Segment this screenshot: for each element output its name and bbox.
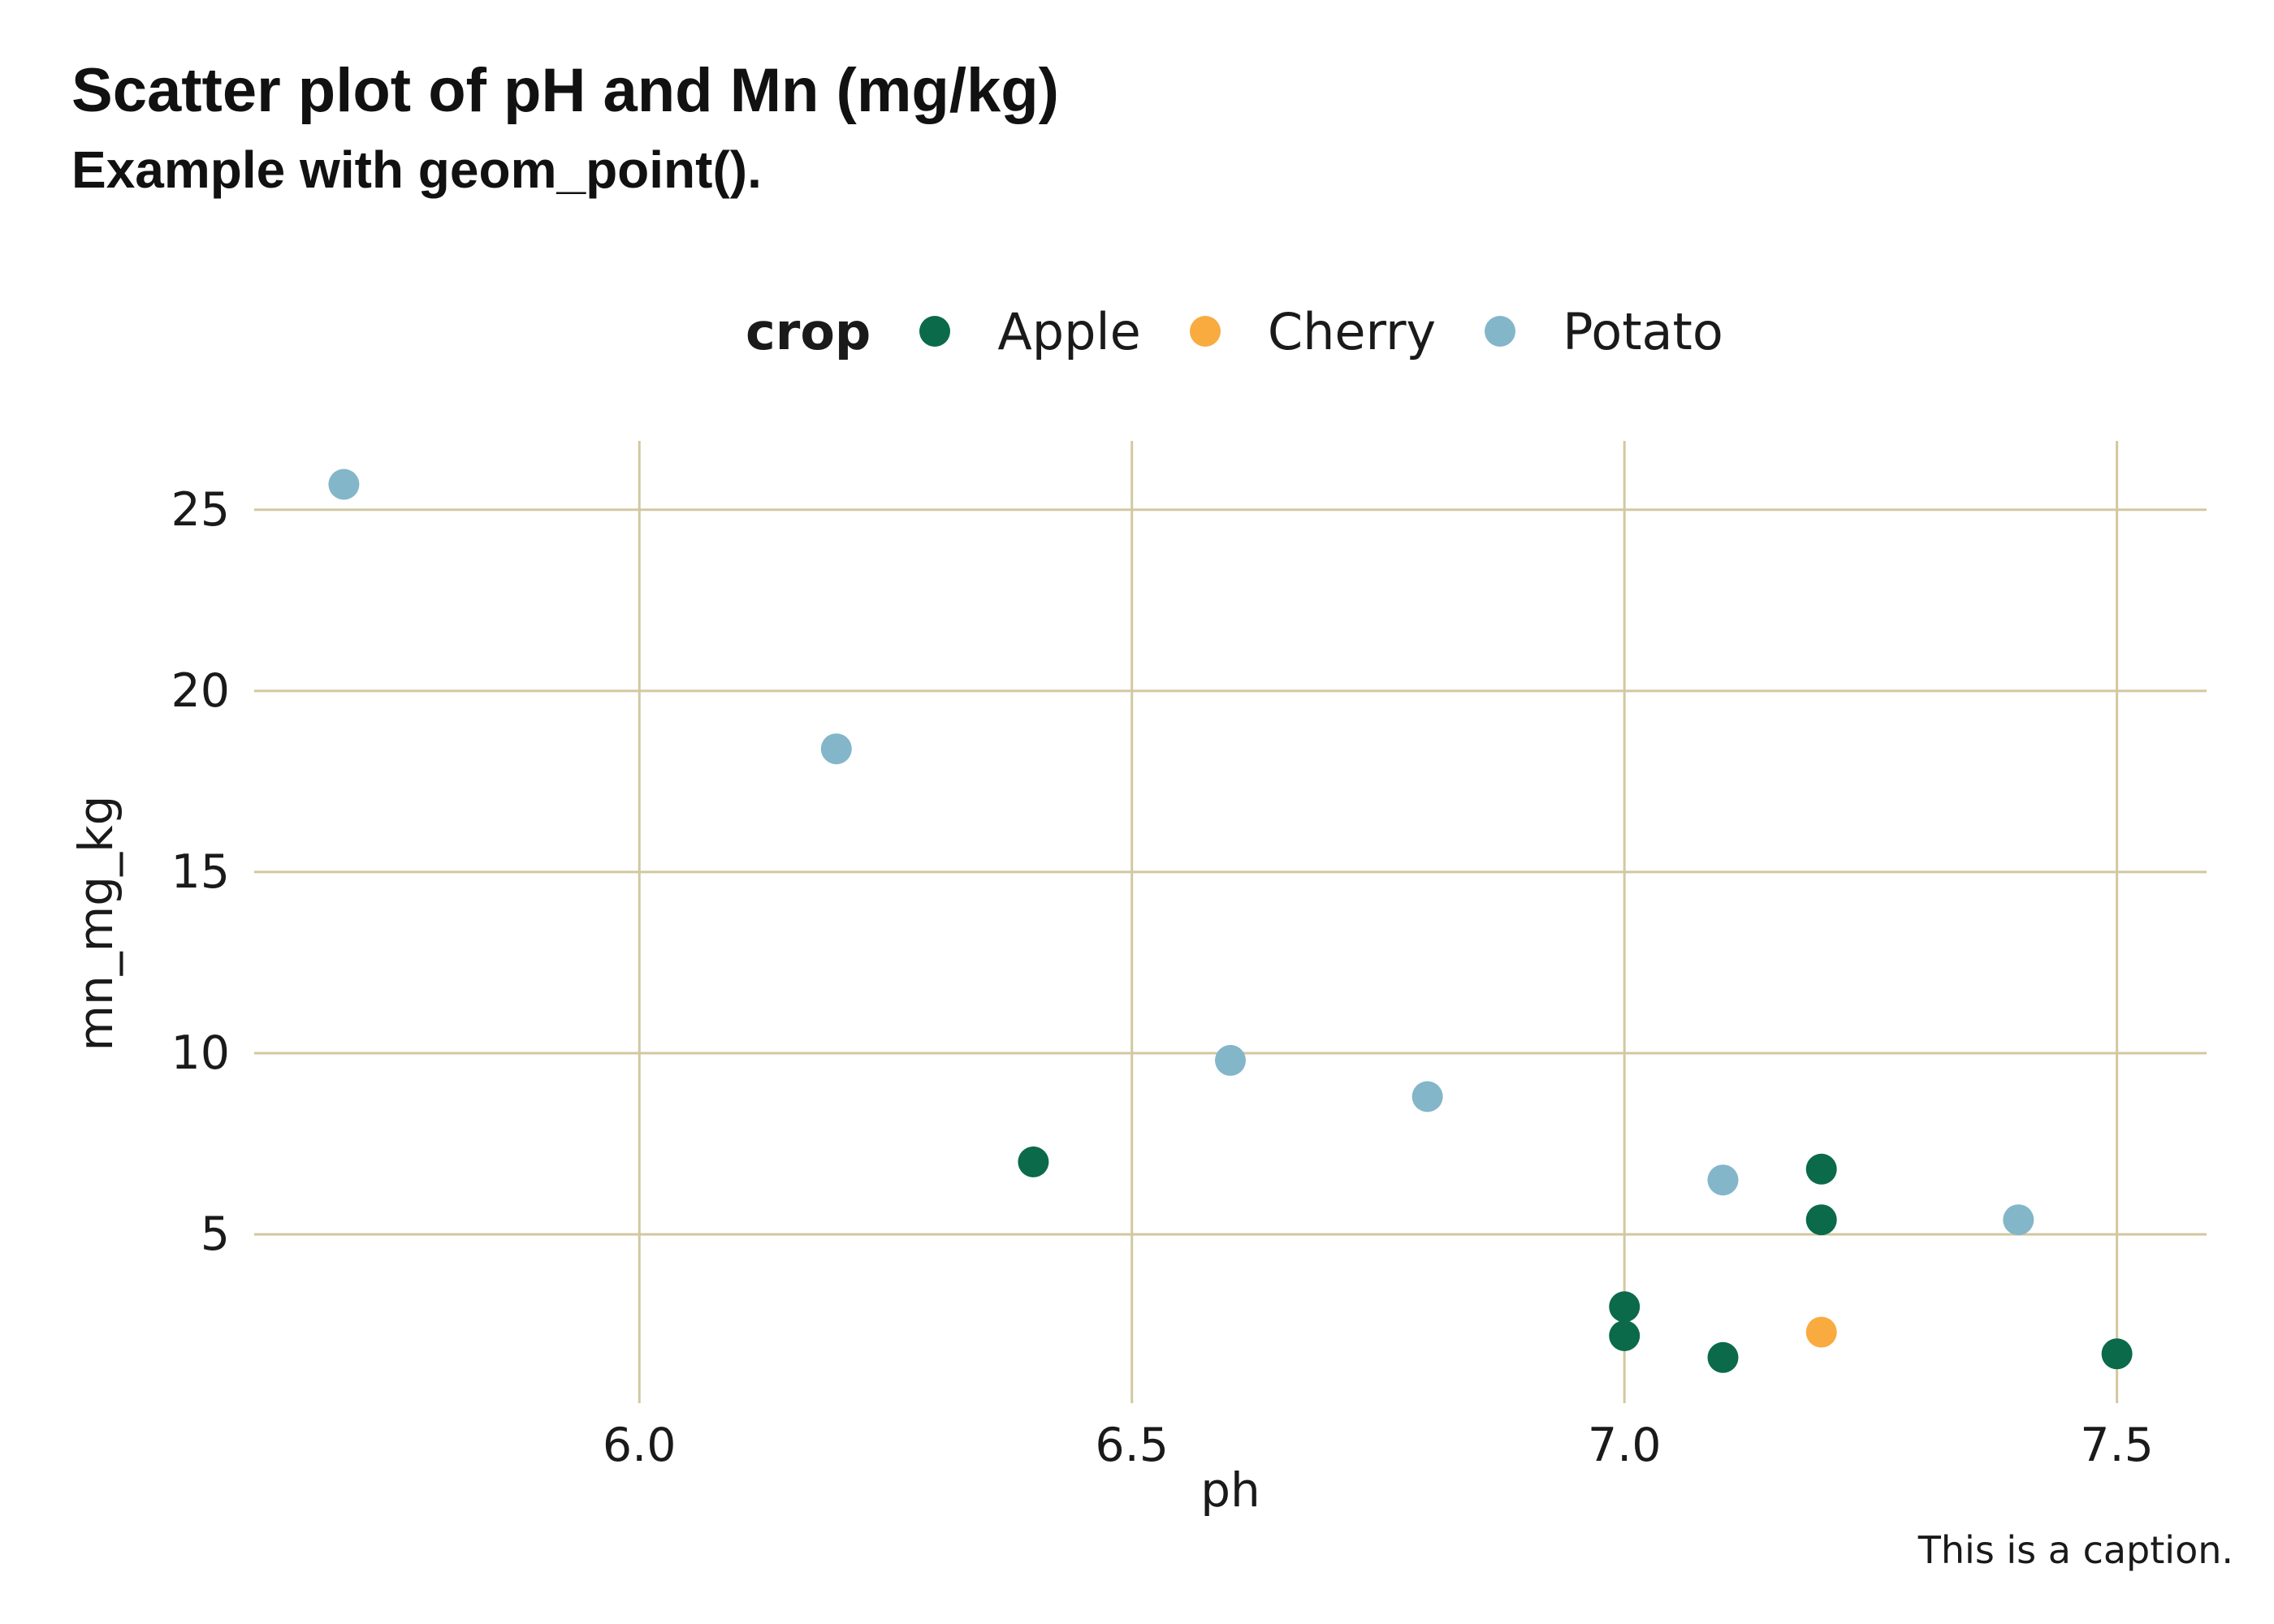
chart-title: Scatter plot of pH and Mn (mg/kg) bbox=[71, 56, 1059, 125]
legend-item-potato: Potato bbox=[1485, 302, 1723, 361]
legend: crop Apple Cherry Potato bbox=[746, 299, 1723, 364]
x-tick-label: 7.5 bbox=[2080, 1419, 2154, 1472]
data-point-potato bbox=[1707, 1164, 1739, 1196]
apple-legend-dot-icon bbox=[919, 316, 951, 347]
data-point-potato bbox=[820, 733, 852, 765]
chart-subtitle: Example with geom_point(). bbox=[71, 140, 762, 199]
data-point-apple bbox=[1609, 1320, 1641, 1351]
potato-legend-dot-icon bbox=[1485, 316, 1516, 347]
legend-label-potato: Potato bbox=[1563, 301, 1723, 361]
data-point-potato bbox=[2003, 1204, 2034, 1236]
legend-item-cherry: Cherry bbox=[1189, 301, 1437, 361]
x-tick-label: 6.0 bbox=[602, 1419, 677, 1472]
data-point-apple bbox=[1707, 1341, 1739, 1373]
legend-label-apple: Apple bbox=[997, 301, 1141, 361]
data-point-apple bbox=[1805, 1204, 1837, 1236]
data-point-apple bbox=[1609, 1291, 1641, 1323]
x-tick-label: 7.0 bbox=[1587, 1419, 1662, 1472]
y-tick-label: 20 bbox=[171, 663, 230, 718]
y-tick-label: 5 bbox=[200, 1207, 230, 1262]
y-tick-label: 15 bbox=[171, 844, 230, 899]
cherry-legend-dot-icon bbox=[1189, 316, 1221, 347]
y-tick-label: 25 bbox=[171, 482, 230, 537]
x-axis-label: ph bbox=[1200, 1462, 1260, 1518]
legend-title: crop bbox=[746, 301, 871, 361]
y-axis-label: mn_mg_kg bbox=[68, 795, 123, 1052]
legend-label-cherry: Cherry bbox=[1267, 301, 1437, 361]
data-point-cherry bbox=[1805, 1316, 1837, 1348]
chart-caption: This is a caption. bbox=[1917, 1528, 2233, 1572]
y-tick-label: 10 bbox=[171, 1026, 230, 1080]
data-point-apple bbox=[1018, 1146, 1049, 1177]
data-point-potato bbox=[1412, 1081, 1443, 1112]
x-tick-label: 6.5 bbox=[1095, 1419, 1169, 1472]
data-point-potato bbox=[1215, 1044, 1246, 1076]
data-point-apple bbox=[2101, 1338, 2133, 1370]
legend-item-apple: Apple bbox=[919, 302, 1141, 361]
data-point-potato bbox=[328, 469, 360, 500]
data-point-apple bbox=[1805, 1153, 1837, 1185]
